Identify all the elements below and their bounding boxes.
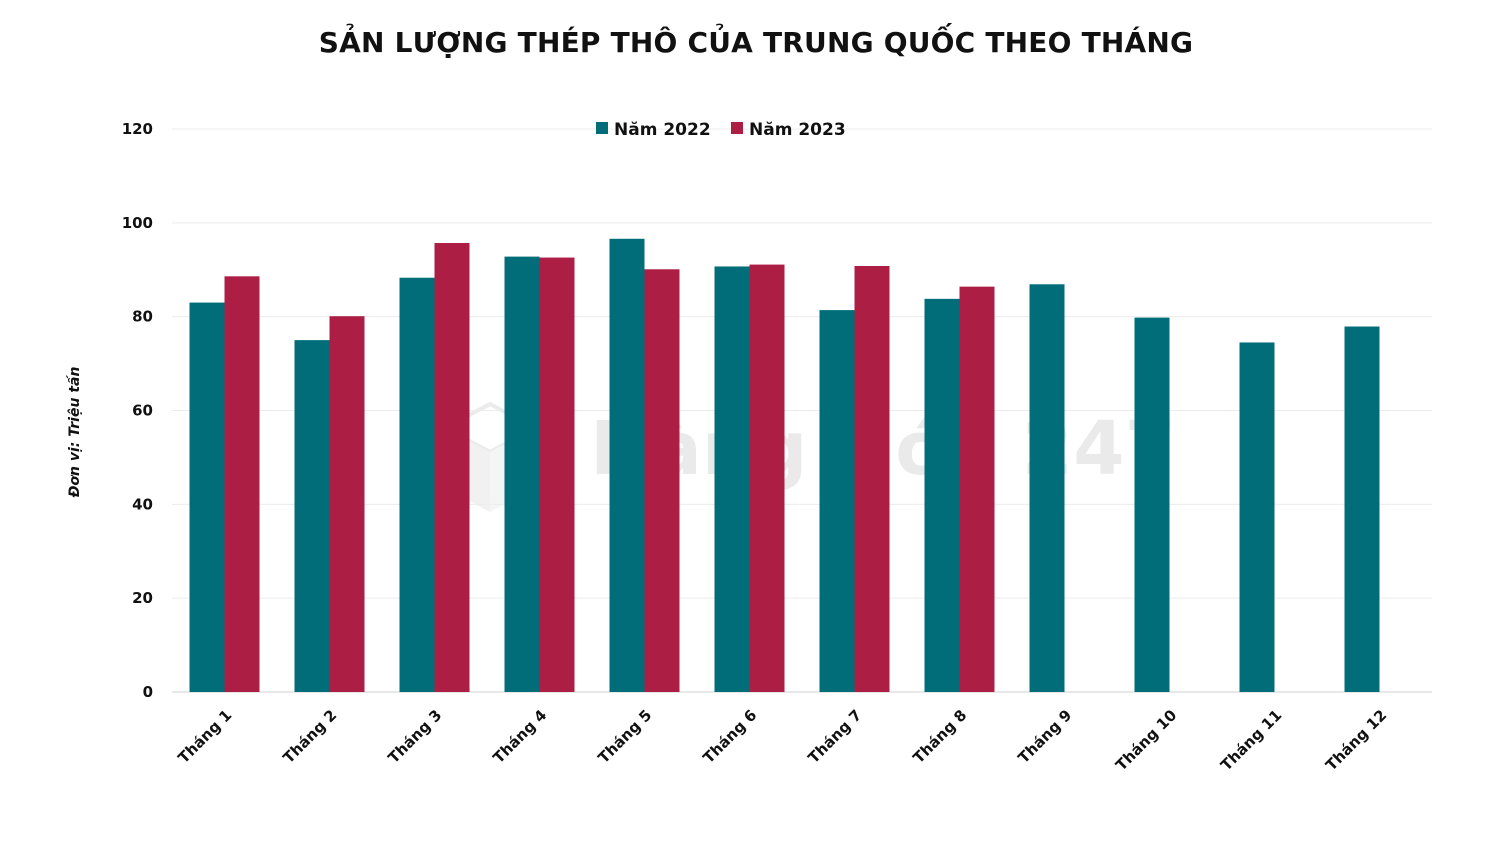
bar-2023 [224, 276, 260, 692]
y-tick-label: 40 [132, 495, 153, 513]
x-tick-label: Tháng 5 [594, 706, 655, 767]
x-tick-label: Tháng 7 [804, 706, 865, 767]
bar-2023 [539, 257, 575, 692]
bars [189, 238, 1380, 692]
bar-2022 [924, 298, 960, 692]
bar-2023 [854, 265, 890, 692]
bar-2022 [399, 277, 435, 692]
legend-label-2022: Năm 2022 [614, 120, 711, 140]
bar-2022 [1134, 317, 1170, 692]
bar-2023 [329, 316, 365, 692]
y-tick-label: 80 [132, 308, 153, 326]
bar-2022 [1344, 326, 1380, 692]
grid [172, 128, 1432, 693]
bar-2022 [819, 310, 855, 692]
y-tick-label: 120 [122, 120, 153, 138]
bar-2022 [504, 256, 540, 692]
y-axis: 0 20 40 60 80 100 120 [122, 120, 153, 701]
x-tick-label: Tháng 3 [384, 706, 445, 767]
bar-2022 [189, 302, 225, 692]
legend: Năm 2022 Năm 2023 [596, 120, 846, 140]
bar-2022 [294, 340, 330, 692]
y-axis-label: Đơn vị: Triệu tấn [66, 367, 83, 499]
x-axis: Tháng 1 Tháng 2 Tháng 3 Tháng 4 Tháng 5 Tháng… [174, 706, 1390, 774]
y-tick-label: 60 [132, 402, 153, 420]
y-tick-label: 20 [132, 589, 153, 607]
x-tick-label: Tháng 10 [1112, 706, 1180, 774]
x-tick-label: Tháng 1 [174, 706, 235, 767]
bar-2023 [644, 269, 680, 692]
bar-2022 [1029, 284, 1065, 692]
x-tick-label: Tháng 12 [1322, 706, 1390, 774]
bar-2022 [609, 238, 645, 692]
x-tick-label: Tháng 2 [279, 706, 340, 767]
x-tick-label: Tháng 8 [909, 706, 970, 767]
x-tick-label: Tháng 9 [1014, 706, 1075, 767]
x-tick-label: Tháng 11 [1217, 706, 1285, 774]
x-tick-label: Tháng 6 [699, 706, 760, 767]
legend-swatch-2022 [596, 122, 608, 134]
bar-2023 [959, 286, 995, 692]
chart-title: SẢN LƯỢNG THÉP THÔ CỦA TRUNG QUỐC THEO T… [318, 26, 1194, 59]
legend-label-2023: Năm 2023 [749, 120, 846, 140]
x-tick-label: Tháng 4 [489, 706, 550, 767]
bar-2022 [714, 266, 750, 692]
bar-2023 [749, 264, 785, 692]
y-tick-label: 100 [122, 214, 153, 232]
bar-2022 [1239, 342, 1275, 692]
y-tick-label: 0 [143, 683, 153, 701]
bar-2023 [434, 243, 470, 692]
legend-swatch-2023 [731, 122, 743, 134]
